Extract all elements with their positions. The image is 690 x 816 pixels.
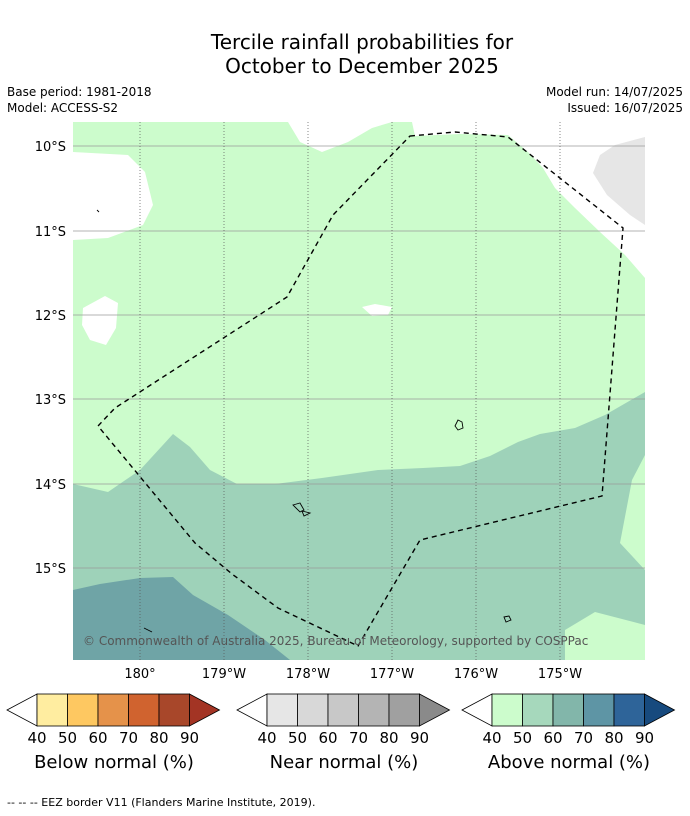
region-no-signal-w: [82, 296, 118, 345]
colorbar-segment: [297, 693, 329, 727]
colorbar-segment: [158, 693, 190, 727]
lat-label: 13°S: [35, 393, 66, 408]
colorbar-tick-label: 90: [180, 729, 199, 747]
title-line-2: October to December 2025: [225, 54, 499, 78]
lat-label: 14°S: [35, 478, 66, 493]
lon-label: 177°W: [370, 667, 414, 682]
colorbar-segment: [613, 693, 645, 727]
colorbar-tick-label: 80: [604, 729, 623, 747]
region-above-60: [73, 577, 290, 660]
lat-gridlines: [73, 145, 645, 569]
region-no-signal-ne: [412, 122, 645, 278]
colorbar-segment: [327, 693, 359, 727]
lat-label: 11°S: [35, 225, 66, 240]
lon-label: 180°: [124, 667, 155, 682]
map-title: Tercile rainfall probabilities for Octob…: [0, 30, 690, 78]
colorbar-tick-label: 70: [574, 729, 593, 747]
lon-label: 179°W: [202, 667, 246, 682]
colorbar-segment: [266, 693, 298, 727]
colorbar-segment: [97, 693, 129, 727]
colorbar-tick-label: 40: [482, 729, 501, 747]
colorbar-tick-label: 80: [379, 729, 398, 747]
lon-label: 176°W: [454, 667, 498, 682]
region-no-signal-nw: [73, 122, 153, 240]
meta-right: Model run: 14/07/2025 Issued: 16/07/2025: [546, 84, 683, 116]
colorbar-over-arrow: [189, 693, 221, 727]
colorbar-tick-label: 70: [349, 729, 368, 747]
colorbar-under-arrow: [461, 693, 493, 727]
colorbar-tick-label: 90: [635, 729, 654, 747]
islands: [96, 209, 512, 633]
colorbar-tick-label: 60: [318, 729, 337, 747]
lat-label: 10°S: [35, 140, 66, 155]
region-no-signal-c: [362, 304, 392, 316]
colorbar-tick-label: 50: [513, 729, 532, 747]
legend-label-below: Below normal (%): [34, 752, 194, 773]
model-run: Model run: 14/07/2025: [545, 85, 683, 99]
legend-label-above: Above normal (%): [487, 752, 651, 773]
lon-label: 175°W: [538, 667, 582, 682]
colorbar-tick-label: 40: [257, 729, 276, 747]
lon-label: 178°W: [286, 667, 330, 682]
colorbar-segment: [491, 693, 523, 727]
lat-label: 15°S: [35, 562, 66, 577]
legend-colorbars: 40 50 60 70 80 90 40 50 60 70 80 90 40 50 60 70 80 90: [6, 693, 676, 747]
colorbar-2: 40 50 60 70 80 90: [461, 693, 676, 747]
lat-labels: 10°S 11°S 12°S 13°S 14°S 15°S: [35, 140, 66, 577]
colorbar-segment: [36, 693, 68, 727]
colorbar-tick-label: 70: [119, 729, 138, 747]
colorbar-segment: [358, 693, 390, 727]
region-above-50: [73, 392, 645, 660]
colorbar-1: 40 50 60 70 80 90: [236, 693, 451, 747]
colorbar-segment: [128, 693, 160, 727]
island-a: [454, 419, 464, 431]
colorbar-segment: [67, 693, 99, 727]
eez-footnote: -- -- -- EEZ border V11 (Flanders Marine…: [7, 796, 316, 809]
colorbar-segment: [388, 693, 420, 727]
colorbar-tick-label: 80: [149, 729, 168, 747]
region-no-signal-n: [288, 122, 392, 152]
colorbar-tick-label: 40: [27, 729, 46, 747]
region-near-40: [593, 137, 645, 225]
colorbar-tick-label: 50: [58, 729, 77, 747]
title-line-1: Tercile rainfall probabilities for: [210, 30, 514, 54]
issued-date: Issued: 16/07/2025: [567, 101, 683, 115]
colorbar-0: 40 50 60 70 80 90: [6, 693, 221, 747]
colorbar-under-arrow: [236, 693, 268, 727]
island-d: [503, 615, 512, 623]
colorbar-tick-label: 60: [543, 729, 562, 747]
island-b: [292, 502, 305, 513]
legend-label-near: Near normal (%): [269, 752, 419, 773]
colorbar-segment: [522, 693, 554, 727]
colorbar-tick-label: 60: [88, 729, 107, 747]
colorbar-over-arrow: [644, 693, 676, 727]
colorbar-tick-label: 50: [288, 729, 307, 747]
base-period: Base period: 1981-2018: [7, 85, 152, 99]
colorbar-over-arrow: [419, 693, 451, 727]
model-name: Model: ACCESS-S2: [7, 101, 119, 115]
lon-labels: 180° 179°W 178°W 177°W 176°W 175°W: [124, 667, 582, 682]
lat-label: 12°S: [35, 309, 66, 324]
island-f: [96, 209, 100, 213]
island-c: [301, 510, 312, 517]
eez-border: [97, 131, 624, 647]
island-e: [143, 627, 153, 633]
map-area: © Commonwealth of Australia 2025, Bureau…: [73, 122, 645, 660]
colorbar-tick-label: 90: [410, 729, 429, 747]
copyright-text: © Commonwealth of Australia 2025, Bureau…: [83, 634, 588, 648]
colorbar-segment: [552, 693, 584, 727]
colorbar-segment: [583, 693, 615, 727]
meta-left: Base period: 1981-2018 Model: ACCESS-S2: [7, 84, 152, 116]
colorbar-under-arrow: [6, 693, 38, 727]
